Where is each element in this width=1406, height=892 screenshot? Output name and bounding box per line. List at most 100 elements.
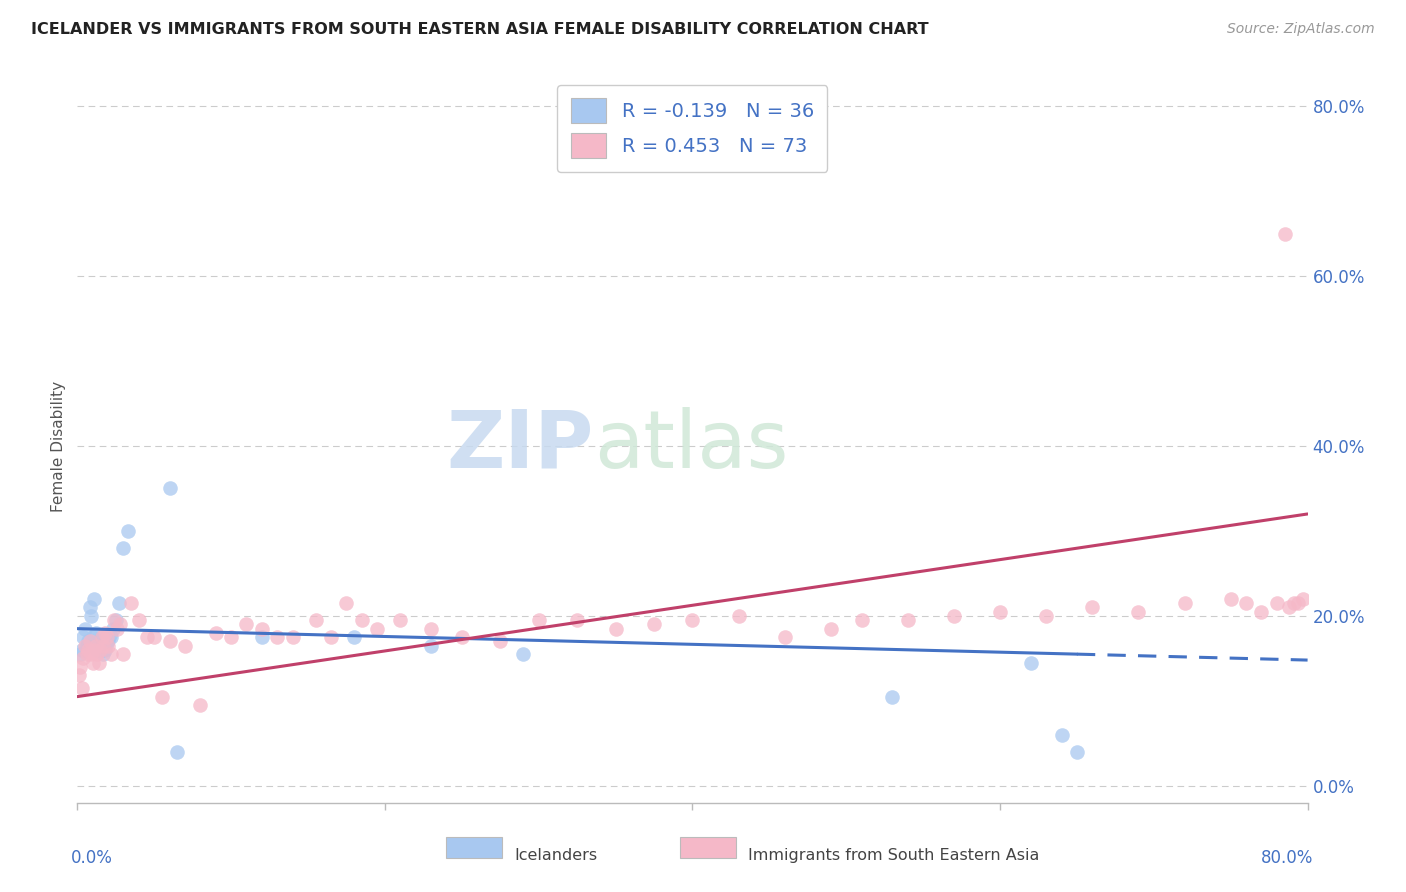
Point [90, 630, 114, 644]
Point [565, 613, 588, 627]
Point [188, 698, 212, 712]
Text: 0.0%: 0.0% [72, 849, 112, 867]
Point [87, 656, 110, 670]
Point [96, 636, 118, 650]
Point [108, 596, 131, 610]
Point [174, 639, 197, 653]
Point [150, 690, 173, 704]
Point [820, 622, 842, 636]
Point [135, 630, 157, 644]
Point [112, 541, 135, 555]
Point [159, 482, 181, 496]
Point [80, 608, 103, 623]
Point [86, 647, 108, 661]
Point [643, 617, 665, 632]
Point [117, 524, 139, 538]
Point [266, 630, 288, 644]
Point [79, 600, 101, 615]
Point [335, 596, 357, 610]
Point [100, 630, 122, 644]
Point [100, 647, 122, 661]
Point [1292, 591, 1315, 606]
Point [897, 613, 920, 627]
Point [97, 639, 120, 653]
Point [1274, 227, 1296, 241]
Point [1035, 608, 1057, 623]
Point [1019, 656, 1042, 670]
Point [89, 643, 111, 657]
Y-axis label: Female Disability: Female Disability [51, 380, 66, 512]
Text: Icelanders: Icelanders [515, 847, 598, 863]
Text: 80.0%: 80.0% [1261, 849, 1313, 867]
Point [512, 647, 534, 661]
Point [1066, 745, 1088, 759]
Legend: R = -0.139   N = 36, R = 0.453   N = 73: R = -0.139 N = 36, R = 0.453 N = 73 [557, 85, 828, 171]
Point [1282, 596, 1305, 610]
Point [1250, 605, 1272, 619]
Point [204, 626, 226, 640]
Point [96, 630, 118, 644]
Point [94, 626, 117, 640]
Text: Source: ZipAtlas.com: Source: ZipAtlas.com [1227, 22, 1375, 37]
Point [112, 647, 135, 661]
Point [1265, 596, 1288, 610]
Point [166, 745, 188, 759]
Point [77, 634, 100, 648]
Point [77, 643, 100, 657]
Point [219, 630, 242, 644]
Point [98, 627, 121, 641]
Point [235, 617, 257, 632]
Point [1219, 591, 1241, 606]
Point [83, 643, 105, 657]
Point [389, 613, 412, 627]
Point [73, 622, 96, 636]
Point [76, 647, 98, 661]
Point [605, 622, 627, 636]
Point [103, 613, 125, 627]
Point [527, 613, 550, 627]
Point [1174, 596, 1197, 610]
Point [73, 639, 96, 653]
Point [1128, 605, 1150, 619]
Point [70, 681, 93, 695]
Point [882, 690, 904, 704]
Text: Immigrants from South Eastern Asia: Immigrants from South Eastern Asia [748, 847, 1039, 863]
Point [97, 632, 120, 647]
Point [1234, 596, 1257, 610]
Point [70, 643, 93, 657]
Point [350, 613, 373, 627]
Point [89, 634, 111, 648]
Point [82, 656, 104, 670]
Point [489, 634, 512, 648]
Point [76, 639, 98, 653]
Point [420, 622, 443, 636]
Point [128, 613, 150, 627]
Point [1278, 600, 1301, 615]
Point [110, 617, 132, 632]
Point [281, 630, 304, 644]
Point [87, 639, 110, 653]
Text: atlas: atlas [595, 407, 789, 485]
Text: ICELANDER VS IMMIGRANTS FROM SOUTH EASTERN ASIA FEMALE DISABILITY CORRELATION CH: ICELANDER VS IMMIGRANTS FROM SOUTH EASTE… [31, 22, 928, 37]
Point [159, 634, 181, 648]
Point [72, 651, 94, 665]
Point [105, 622, 128, 636]
Point [1081, 600, 1104, 615]
Point [682, 613, 704, 627]
Point [143, 630, 166, 644]
Point [343, 630, 366, 644]
Point [773, 630, 796, 644]
Point [104, 613, 127, 627]
Point [80, 647, 103, 661]
Point [305, 613, 328, 627]
Point [84, 639, 107, 653]
Point [67, 668, 90, 682]
Text: ZIP: ZIP [447, 407, 595, 485]
Point [69, 647, 91, 661]
Point [250, 630, 273, 644]
Point [988, 605, 1011, 619]
Point [93, 639, 115, 653]
Point [86, 643, 108, 657]
Point [366, 622, 388, 636]
Point [942, 608, 965, 623]
